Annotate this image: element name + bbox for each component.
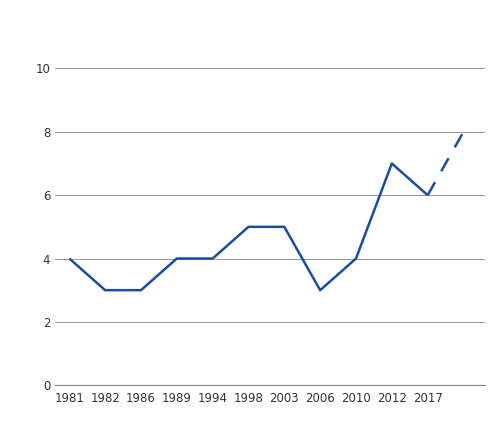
Text: Number of parties with 10 seats or more in the Tweede Kamer (1981-2017): Number of parties with 10 seats or more … [0, 17, 500, 32]
